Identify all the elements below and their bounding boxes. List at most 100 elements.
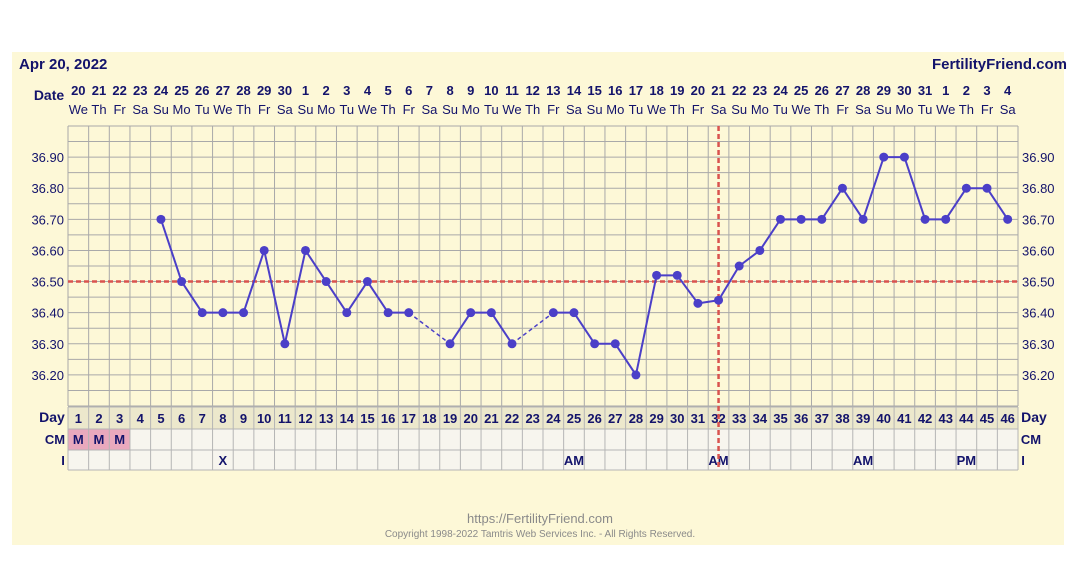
footer-url[interactable]: https://FertilityFriend.com: [467, 511, 613, 526]
y-tick-label-right: 36.80: [1022, 181, 1055, 196]
cycle-day-label: 29: [649, 411, 663, 426]
date-label: 10: [484, 83, 498, 98]
temp-gap-segment: [408, 312, 451, 345]
date-label: 29: [257, 83, 271, 98]
temp-point: [301, 245, 310, 255]
temp-segment: [820, 187, 844, 220]
weekday-label: Su: [587, 102, 603, 117]
temp-segment: [986, 187, 1009, 220]
temp-point: [466, 308, 476, 318]
cycle-day-label: 12: [298, 411, 312, 426]
temp-segment: [180, 281, 204, 314]
weekday-label: Sa: [1000, 102, 1017, 117]
date-label: 21: [711, 83, 725, 98]
cycle-day-label: 38: [835, 411, 849, 426]
cycle-day-label: 31: [691, 411, 705, 426]
cycle-day-label: 22: [505, 411, 519, 426]
temp-point: [837, 183, 847, 193]
cycle-day-label: 23: [525, 411, 539, 426]
cycle-day-label: 41: [897, 411, 911, 426]
weekday-label: We: [936, 102, 955, 117]
temp-point: [321, 277, 331, 287]
weekday-label: Su: [731, 102, 747, 117]
cycle-day-label: 26: [587, 411, 601, 426]
date-label: 23: [133, 83, 147, 98]
date-label: 16: [608, 83, 622, 98]
cycle-day-label: 17: [402, 411, 416, 426]
cycle-day-label: 6: [178, 411, 185, 426]
date-label: 7: [426, 83, 433, 98]
weekday-label: Sa: [132, 102, 149, 117]
weekday-label: Tu: [484, 102, 499, 117]
cycle-day-label: 34: [753, 411, 768, 426]
temp-point: [879, 152, 889, 162]
weekday-label: Tu: [195, 102, 210, 117]
temp-point: [239, 308, 249, 318]
y-tick-label-left: 36.80: [31, 181, 64, 196]
date-label: 3: [983, 83, 990, 98]
y-tick-label-left: 36.90: [31, 150, 64, 165]
cycle-day-label: 7: [199, 411, 206, 426]
date-label: 24: [773, 83, 788, 98]
weekday-label: Su: [442, 102, 458, 117]
temp-point: [817, 214, 827, 224]
site-name[interactable]: FertilityFriend.com: [931, 56, 1067, 73]
cycle-day-label: 2: [95, 411, 102, 426]
weekday-label: Fr: [836, 102, 849, 117]
cycle-day-label: 44: [959, 411, 974, 426]
temp-segment: [366, 281, 389, 314]
cycle-day-label: 13: [319, 411, 333, 426]
temp-point: [920, 214, 930, 224]
temp-segment: [304, 249, 327, 283]
intercourse-mark: PM: [957, 453, 977, 468]
y-tick-label-right: 36.30: [1022, 337, 1055, 352]
weekday-label: Su: [876, 102, 892, 117]
date-label: 22: [112, 83, 126, 98]
cycle-day-label: 45: [980, 411, 994, 426]
weekday-label: Mo: [462, 102, 480, 117]
weekday-label: Su: [298, 102, 314, 117]
weekday-label: Mo: [606, 102, 624, 117]
weekday-label: We: [647, 102, 666, 117]
date-label: 18: [649, 83, 663, 98]
weekday-label: Fr: [692, 102, 705, 117]
menses-cell: [109, 429, 130, 450]
cycle-day-label: 11: [278, 411, 292, 426]
date-label: 28: [856, 83, 870, 98]
weekday-label: We: [792, 102, 811, 117]
temp-point: [177, 277, 187, 287]
cm-mark: M: [73, 432, 84, 447]
temp-segment: [676, 274, 699, 304]
weekday-label: Th: [525, 102, 540, 117]
temp-point: [590, 339, 600, 349]
date-label: 3: [343, 83, 350, 98]
y-tick-label-left: 36.40: [31, 306, 64, 321]
cycle-day-label: 21: [484, 411, 498, 426]
temp-point: [652, 270, 662, 280]
weekday-label: Sa: [566, 102, 583, 117]
temp-segment: [759, 218, 782, 251]
menses-cell: [88, 429, 110, 450]
cycle-day-label: 27: [608, 411, 622, 426]
cycle-day-label: 19: [443, 411, 457, 426]
temp-segment: [283, 250, 307, 344]
date-label: 2: [323, 83, 330, 98]
cycle-day-label: 43: [938, 411, 952, 426]
y-tick-label-left: 36.30: [31, 337, 64, 352]
weekday-label: Sa: [855, 102, 872, 117]
weekday-label: Th: [670, 102, 685, 117]
date-label: 15: [587, 83, 601, 98]
menses-cell: [68, 429, 89, 450]
weekday-label: Tu: [339, 102, 354, 117]
date-label: 29: [877, 83, 891, 98]
temp-point: [486, 308, 496, 318]
date-label: 2: [963, 83, 970, 98]
date-label: 24: [154, 83, 169, 98]
date-label: 19: [670, 83, 684, 98]
temp-segment: [242, 250, 266, 313]
cycle-day-label: 10: [257, 411, 271, 426]
y-tick-label-left: 36.20: [31, 368, 64, 383]
date-label: 8: [446, 83, 453, 98]
date-label: 31: [918, 83, 932, 98]
